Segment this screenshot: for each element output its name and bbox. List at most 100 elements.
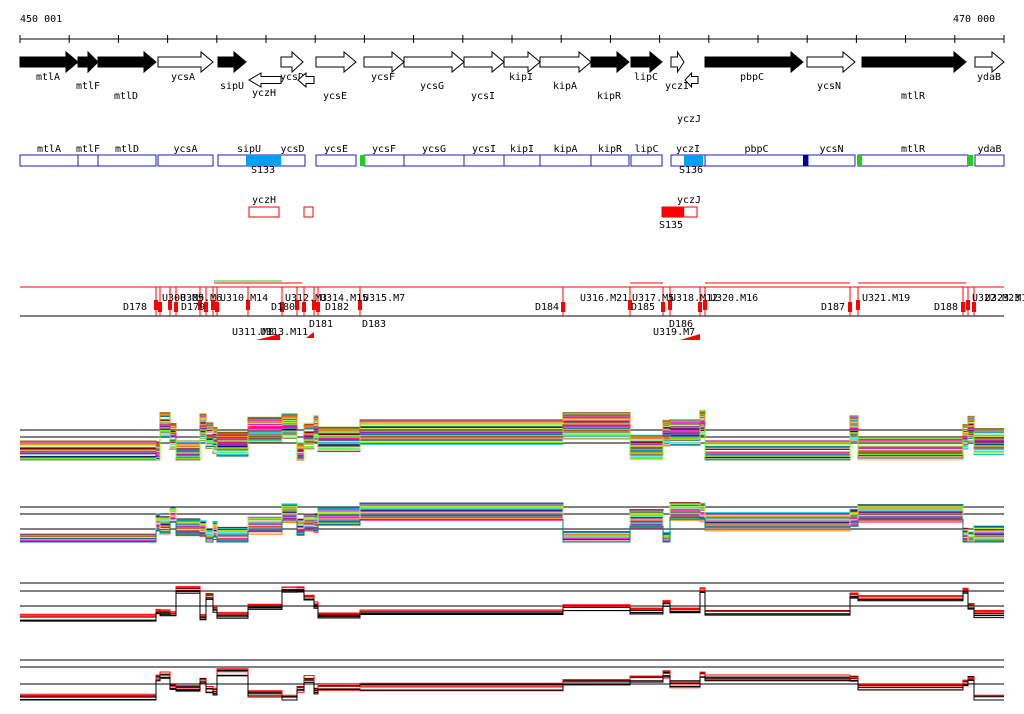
- transcript-upstream-label: U322.M23: [972, 293, 1020, 304]
- transcript-downstream-label: D182: [325, 302, 349, 313]
- transcript-upstream-label: U314.M15: [320, 293, 368, 304]
- segment-mtlR: [857, 154, 969, 167]
- panel-series-line: [20, 411, 1004, 445]
- segment-highlight: [684, 155, 703, 166]
- panel-2: [20, 502, 1004, 543]
- segment-track: mtlA mtlF mtlD ycsA sipU ycsD ycsE ycsF ycsG ycsI…: [19, 144, 1005, 176]
- gene-arrow-mtlD: [97, 50, 157, 74]
- segment-label-mtlA: mtlA: [37, 144, 61, 155]
- segment-label-ycsF: ycsF: [372, 144, 396, 155]
- transcript-upstream-label: U316.M21: [580, 293, 628, 304]
- panel-series-line: [20, 517, 1004, 543]
- transcript-upstream-label: U317.M5: [632, 293, 674, 304]
- transcript-downstream-label: D178: [123, 302, 147, 313]
- panel-series-line: [20, 414, 1004, 448]
- panel-4: [20, 659, 1004, 701]
- gene-arrow-ycsI: [463, 50, 505, 74]
- transcript-downstream-label: D181: [309, 319, 333, 330]
- gene-arrow-pbpC: [704, 50, 804, 74]
- transcript-downstream-label: U319.M7: [653, 327, 695, 338]
- segment-label-sipU: sipU: [237, 144, 261, 155]
- gene-label-ydaB: ydaB: [977, 72, 1001, 83]
- transcript-lower-mark: [680, 334, 700, 340]
- segment-highlight: [360, 155, 365, 166]
- transcript-upstream-label: U312.M3: [285, 293, 327, 304]
- gene-arrow-ycsG: [403, 50, 465, 74]
- panel-series-line: [20, 423, 1004, 458]
- gene-label-ycsA: ycsA: [171, 72, 195, 83]
- segment-label-lipC: lipC: [634, 144, 658, 155]
- panel-series-line: [20, 502, 1004, 536]
- panel-series-line: [20, 513, 1004, 543]
- gene-arrow-mtlA: [19, 50, 79, 74]
- segment-highlight: [803, 155, 808, 166]
- panel-series-line: [20, 586, 1004, 616]
- small-feature-track: yczH yczJ S135: [248, 195, 701, 231]
- gene-label-yczJ: yczJ: [677, 114, 701, 125]
- segment-kipA: [539, 154, 592, 167]
- gene-label-mtlF: mtlF: [76, 81, 100, 92]
- segment-ycsE: [315, 154, 357, 167]
- gene-label-kipA: kipA: [553, 81, 577, 92]
- small-feature-label-yczH: yczH: [252, 195, 276, 206]
- transcript-upstream-label: U321.M19: [862, 293, 910, 304]
- gene-label-ycsI: ycsI: [471, 91, 495, 102]
- transcript-downstream-label: D179: [181, 302, 205, 313]
- gene-arrow-reverse: [248, 72, 282, 88]
- gene-label-mtlD: mtlD: [114, 91, 138, 102]
- segment-kipI: [503, 154, 541, 167]
- transcript-lower-mark: [306, 332, 314, 338]
- gene-label-ycsE: ycsE: [323, 91, 347, 102]
- transcript-downstream-label: D185: [631, 302, 655, 313]
- gene-arrow-kipA: [539, 50, 592, 74]
- segment-highlight: [246, 155, 281, 166]
- segment-highlight: [857, 155, 862, 166]
- transcript-upstream-label: U315.M7: [363, 293, 405, 304]
- panel-series-line: [20, 507, 1004, 542]
- segment-label-mtlD: mtlD: [115, 144, 139, 155]
- panel-series-line: [20, 675, 1004, 701]
- transcript-downstream-label: D188: [934, 302, 958, 313]
- panel-series-line: [20, 589, 1004, 621]
- gene-arrow-ycsA: [157, 50, 214, 74]
- segment-ycsI: [463, 154, 505, 167]
- transcript-lower-mark: [256, 334, 280, 340]
- gene-arrow-kipI: [503, 50, 541, 74]
- segment-site-label: S136: [679, 165, 703, 176]
- segment-pbpC: [704, 154, 809, 167]
- segment-ycsF: [363, 154, 405, 167]
- transcript-downstream-label: D186: [669, 319, 693, 330]
- segment-label-kipA: kipA: [553, 144, 577, 155]
- segment-lipC: [630, 154, 663, 167]
- small-feature-filled: [661, 206, 685, 218]
- gene-arrow-yczI: [670, 50, 685, 74]
- start-coordinate: 450 001: [20, 14, 63, 25]
- gene-label-kipI: kipI: [509, 72, 533, 83]
- panel-series-line: [20, 426, 1004, 460]
- gene-label-mtlR: mtlR: [901, 91, 926, 102]
- segment-ycsA: [157, 154, 214, 167]
- small-feature-site-label: S135: [659, 220, 683, 231]
- gene-arrow-reverse: [297, 71, 315, 89]
- panel-series-line: [20, 668, 1004, 696]
- gene-label-ycsN: ycsN: [817, 81, 841, 92]
- transcript-upstream-label: U310.M14: [220, 293, 268, 304]
- gene-label-ycsG: ycsG: [420, 81, 444, 92]
- gene-label-sipU: sipU: [220, 81, 244, 92]
- small-feature: [248, 206, 280, 218]
- segment-label-ycsD: ycsD: [280, 144, 304, 155]
- segment-ydaB: [974, 154, 1005, 167]
- panel-1: [20, 409, 1004, 461]
- gene-label-yczI: yczI: [665, 81, 689, 92]
- segment-ycsD: [279, 154, 306, 167]
- gene-label-yczH: yczH: [252, 88, 276, 99]
- transcript-downstream-label: D180: [271, 302, 295, 313]
- segment-label-kipR: kipR: [598, 144, 623, 155]
- segment-mtlF: [77, 154, 99, 167]
- segment-site-label: S133: [251, 165, 275, 176]
- panel-series-line: [20, 418, 1004, 455]
- transcript-upstream-label: U308.M5: [162, 293, 204, 304]
- gene-arrow-mtlF: [77, 50, 99, 74]
